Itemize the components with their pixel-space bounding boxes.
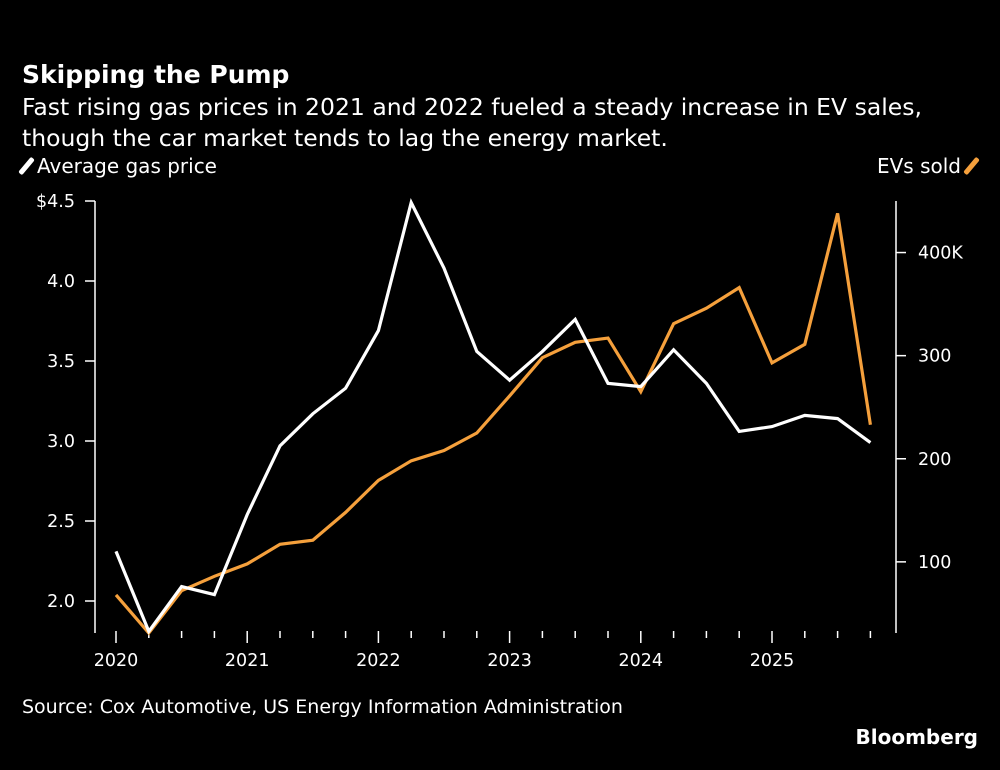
evs-sold-line (114, 213, 872, 636)
right-tick-label: 400K (918, 244, 963, 264)
left-tick-label: 2.0 (47, 592, 75, 612)
right-tick-label: 100 (918, 553, 951, 573)
source-note: Source: Cox Automotive, US Energy Inform… (22, 696, 623, 718)
left-tick-label: 3.5 (47, 352, 75, 372)
left-tick-label: 4.0 (47, 272, 75, 292)
chart-title: Skipping the Pump (22, 60, 290, 89)
right-tick-label: 200 (918, 450, 951, 470)
legend-gas: Average gas price (18, 154, 217, 178)
x-tick-label: 2024 (619, 651, 664, 671)
left-tick-label: 3.0 (47, 432, 75, 452)
x-tick-label: 2020 (94, 651, 139, 671)
x-tick-label: 2022 (356, 651, 401, 671)
x-tick-label: 2025 (750, 651, 795, 671)
legend-label-ev: EVs sold (876, 154, 961, 178)
legend-label-gas: Average gas price (37, 154, 217, 178)
right-tick-label: 300 (918, 347, 951, 367)
x-tick-label: 2023 (487, 651, 532, 671)
left-tick-label: 2.5 (47, 512, 75, 532)
gas-price-line (114, 198, 872, 635)
bloomberg-logo: Bloomberg (855, 725, 978, 749)
x-tick-label: 2021 (225, 651, 270, 671)
left-tick-label: $4.5 (36, 192, 75, 212)
legend-ev: EVs sold (876, 154, 980, 178)
chart-subtitle: Fast rising gas prices in 2021 and 2022 … (22, 93, 922, 152)
